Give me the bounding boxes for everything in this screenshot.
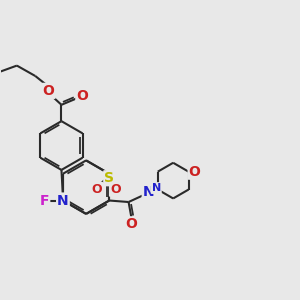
Text: N: N xyxy=(143,185,154,199)
Text: O: O xyxy=(92,183,102,196)
Text: F: F xyxy=(40,194,49,208)
Text: O: O xyxy=(110,183,121,196)
Text: O: O xyxy=(43,84,55,98)
Text: S: S xyxy=(104,171,114,185)
Text: O: O xyxy=(126,217,137,231)
Text: O: O xyxy=(76,89,88,103)
Text: N: N xyxy=(57,194,69,208)
Text: N: N xyxy=(152,183,161,193)
Text: O: O xyxy=(189,165,200,179)
